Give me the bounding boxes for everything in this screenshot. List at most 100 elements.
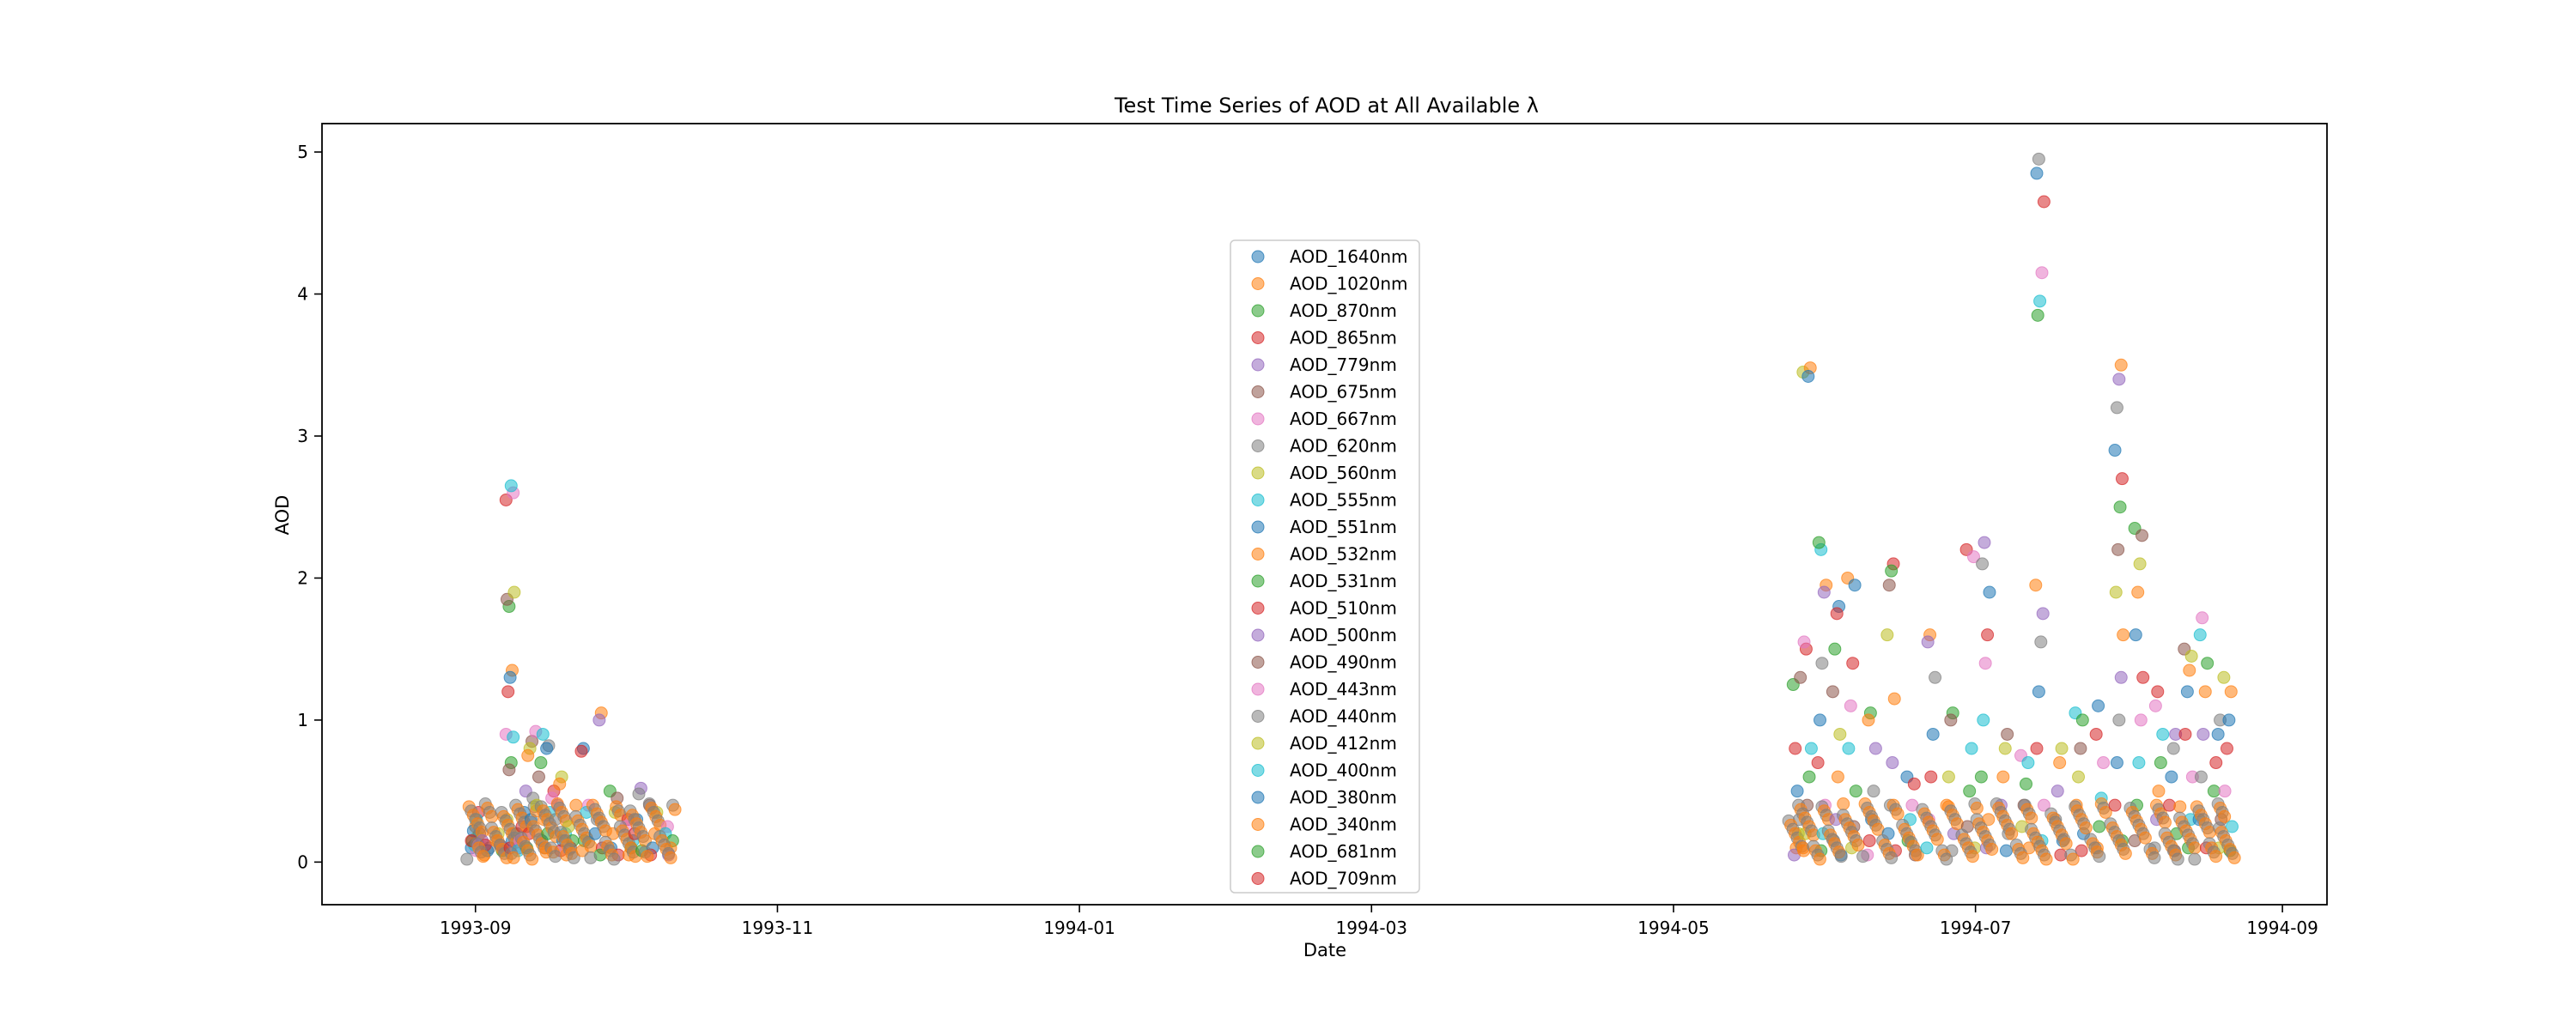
data-point xyxy=(1790,785,1804,798)
x-axis-ticks: 1993-09 1993-11 1994-01 1994-03 1994-05 1994-… xyxy=(440,905,2318,938)
legend-marker xyxy=(1251,628,1265,642)
data-point xyxy=(2030,167,2044,180)
data-point xyxy=(1804,742,1818,755)
legend-marker xyxy=(1251,520,1265,534)
data-point xyxy=(2227,851,2241,864)
legend-marker xyxy=(1251,304,1265,318)
data-point xyxy=(1996,770,2010,784)
data-point xyxy=(2209,850,2223,863)
data-point xyxy=(1977,713,1990,727)
data-point xyxy=(2173,800,2187,814)
data-point xyxy=(1891,807,1905,821)
data-point xyxy=(2030,742,2044,755)
data-point xyxy=(2134,713,2148,727)
data-point xyxy=(504,479,518,493)
legend-label: AOD_779nm xyxy=(1290,354,1397,375)
y-tick-label: 4 xyxy=(297,284,308,305)
x-axis-label: Date xyxy=(1303,940,1346,960)
legend-marker xyxy=(1251,818,1265,831)
data-point xyxy=(2037,195,2050,209)
data-point xyxy=(2109,585,2123,599)
data-point xyxy=(1812,536,1826,549)
data-point xyxy=(1846,657,1860,670)
data-point xyxy=(592,713,606,727)
legend-marker xyxy=(1251,494,1265,506)
legend-label: AOD_340nm xyxy=(1290,815,1397,835)
data-point xyxy=(2180,685,2194,699)
data-point xyxy=(1983,585,1996,599)
data-point xyxy=(2162,798,2176,812)
data-point xyxy=(1830,607,1844,621)
data-point xyxy=(2031,308,2044,322)
legend-marker xyxy=(1251,277,1265,290)
data-point xyxy=(507,851,520,864)
legend-label: AOD_400nm xyxy=(1290,760,1397,781)
data-point xyxy=(1944,713,1958,727)
data-point xyxy=(534,756,548,770)
data-point xyxy=(2112,373,2126,386)
data-point xyxy=(1826,685,1839,699)
legend-label: AOD_1640nm xyxy=(1290,246,1408,267)
data-point xyxy=(536,727,550,741)
y-tick-label: 2 xyxy=(297,567,308,588)
data-point xyxy=(1885,564,1899,578)
data-point xyxy=(2131,585,2145,599)
data-point xyxy=(2188,841,2202,855)
legend-marker xyxy=(1251,736,1265,750)
data-point xyxy=(2110,401,2123,415)
legend-label: AOD_490nm xyxy=(1290,652,1397,673)
data-point xyxy=(1998,742,2012,755)
data-point xyxy=(2005,827,2019,840)
data-point xyxy=(632,787,646,801)
data-point xyxy=(2171,852,2184,866)
data-point xyxy=(1940,852,1953,866)
data-point xyxy=(1802,770,1816,784)
data-point xyxy=(2218,809,2232,823)
data-point xyxy=(2029,579,2043,592)
data-point xyxy=(2184,649,2198,663)
data-point xyxy=(1849,785,1862,798)
data-point xyxy=(2033,294,2047,308)
data-point xyxy=(2032,685,2045,699)
data-point xyxy=(507,585,521,599)
data-point xyxy=(2099,805,2112,819)
data-point xyxy=(2193,628,2207,642)
data-point xyxy=(549,850,562,863)
data-point xyxy=(2110,756,2123,770)
legend-marker xyxy=(1251,602,1265,615)
data-point xyxy=(1886,756,1899,770)
legend-label: AOD_1020nm xyxy=(1290,274,1408,294)
data-point xyxy=(2158,815,2172,829)
data-point xyxy=(1929,670,1942,684)
data-point xyxy=(2055,742,2069,755)
data-point xyxy=(1811,756,1825,770)
data-point xyxy=(2079,821,2093,835)
data-point xyxy=(2198,685,2212,699)
data-point xyxy=(2059,837,2073,851)
data-point xyxy=(1880,628,1894,642)
data-point xyxy=(1965,742,1978,755)
x-tick-label: 1994-03 xyxy=(1335,918,1407,938)
data-point xyxy=(2166,742,2180,755)
data-point xyxy=(1844,699,1857,712)
data-point xyxy=(2211,727,2225,741)
data-point xyxy=(460,852,474,866)
data-point xyxy=(1815,657,1829,670)
data-point xyxy=(502,763,516,777)
data-point xyxy=(1920,841,1934,855)
y-axis-label: AOD xyxy=(272,495,293,536)
data-point xyxy=(2092,699,2105,712)
data-point xyxy=(2072,770,2086,784)
data-point xyxy=(1907,777,1921,791)
data-point xyxy=(2218,785,2232,798)
legend-marker xyxy=(1251,250,1265,264)
data-point xyxy=(1970,801,1984,815)
legend-label: AOD_440nm xyxy=(1290,706,1397,727)
legend-marker xyxy=(1251,656,1265,669)
data-point xyxy=(521,748,535,762)
data-point xyxy=(1930,833,1944,846)
data-point xyxy=(2220,742,2233,755)
data-point xyxy=(507,730,520,744)
legend-label: AOD_380nm xyxy=(1290,787,1397,808)
x-tick-label: 1994-01 xyxy=(1043,918,1115,938)
